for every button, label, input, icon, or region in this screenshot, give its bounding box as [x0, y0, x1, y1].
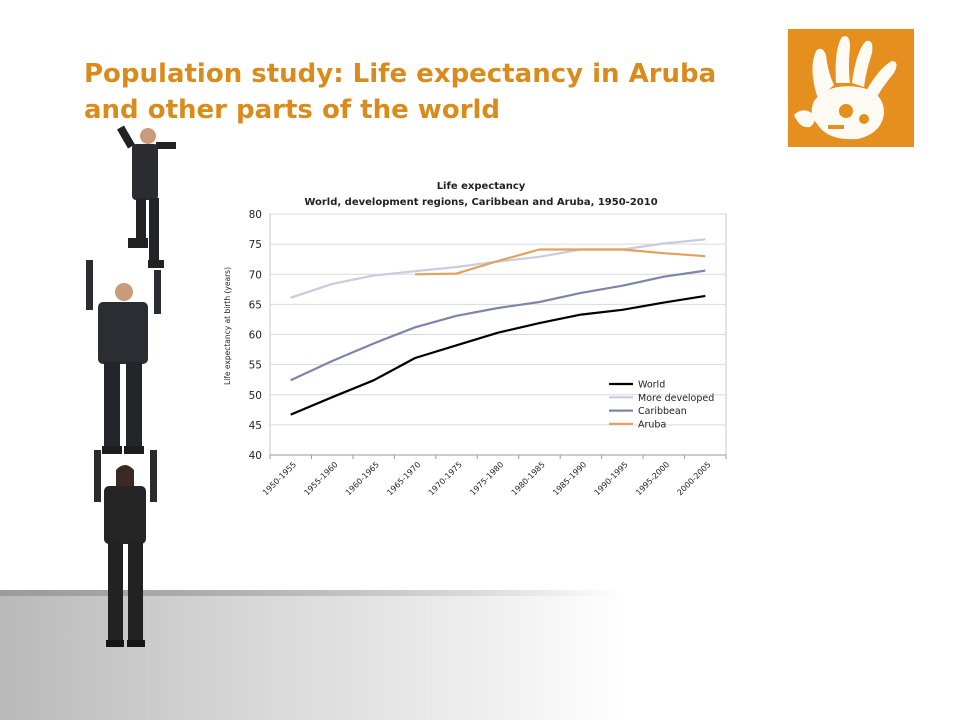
x-tick-label: 1950-1955: [261, 460, 298, 497]
stacked-businesspeople-illustration: [86, 125, 176, 647]
chart-subtitle: World, development regions, Caribbean an…: [304, 197, 657, 208]
top-person: [117, 125, 176, 268]
legend-label: More developed: [638, 393, 714, 404]
y-tick-label: 60: [249, 330, 262, 342]
series-line: [290, 294, 706, 416]
x-tick-label: 1980-1985: [510, 460, 547, 497]
y-tick-label: 70: [249, 269, 262, 281]
y-tick-label: 50: [249, 390, 262, 402]
bottom-person: [94, 450, 157, 647]
slide-title-line-1: Population study: Life expectancy in Aru…: [84, 59, 717, 89]
series-line: [415, 248, 706, 276]
y-tick-label: 40: [249, 450, 262, 462]
series-line: [290, 269, 706, 382]
x-tick-label: 1995-2000: [634, 460, 671, 497]
hand-print-icon: [788, 29, 914, 147]
chart-title: Life expectancy: [437, 181, 526, 192]
middle-person: [86, 260, 161, 454]
x-tick-label: 1975-1980: [468, 460, 505, 497]
slide-title-line-2: and other parts of the world: [84, 95, 501, 125]
x-tick-label: 1960-1965: [344, 460, 381, 497]
slide-title: Population study: Life expectancy in Aru…: [84, 56, 784, 128]
legend-label: Aruba: [638, 419, 666, 430]
x-tick-label: 1965-1970: [385, 460, 422, 497]
x-tick-label: 1955-1960: [302, 460, 339, 497]
floor-gradient: [0, 590, 960, 720]
legend-label: World: [638, 380, 665, 391]
legend-label: Caribbean: [638, 406, 687, 417]
y-axis-label: Life expectancy at birth (years): [223, 267, 232, 385]
series-line: [290, 238, 706, 299]
floor-edge: [0, 590, 620, 596]
x-tick-label: 1990-1995: [593, 460, 630, 497]
life-expectancy-chart: Life expectancy World, development regio…: [223, 181, 727, 497]
x-tick-label: 1985-1990: [551, 460, 588, 497]
y-tick-label: 45: [249, 420, 262, 432]
y-tick-label: 55: [249, 360, 262, 372]
x-tick-label: 2000-2005: [675, 460, 712, 497]
x-tick-label: 1970-1975: [427, 460, 464, 497]
y-tick-label: 75: [249, 239, 262, 251]
y-tick-label: 80: [249, 209, 262, 221]
y-tick-label: 65: [249, 299, 262, 311]
